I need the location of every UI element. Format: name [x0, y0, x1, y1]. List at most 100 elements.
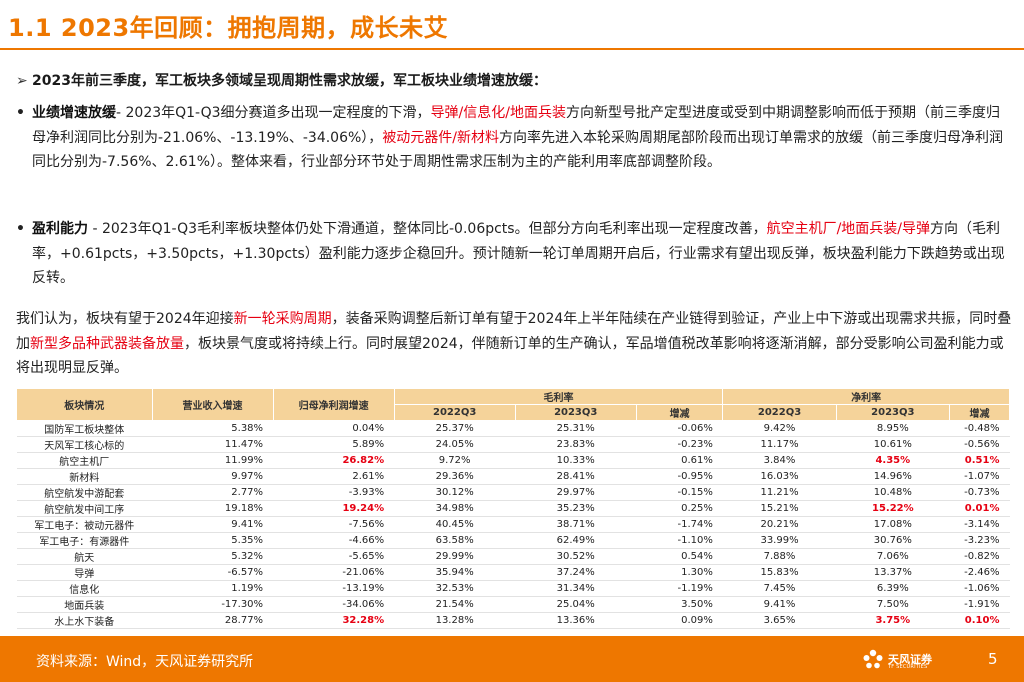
value-cell-g23: 23.83% [515, 436, 637, 453]
sector-name-cell: 新材料 [16, 468, 152, 485]
value-cell-g23: 31.34% [515, 580, 637, 597]
bullet-dot-icon: • [16, 221, 25, 237]
table-subheader-row: 2022Q3 2023Q3 增减 2022Q3 2023Q3 增减 [17, 404, 1011, 421]
value-cell-n23: 15.22% [836, 500, 950, 517]
value-cell-rev: 5.35% [152, 532, 274, 549]
logo-subtitle: TF SECURITIES [888, 664, 928, 670]
value-cell-np: 26.82% [273, 452, 395, 469]
value-cell-g23: 13.36% [515, 612, 637, 629]
value-cell-np: 2.61% [273, 468, 395, 485]
table-row: 水上水下装备 28.77% 32.28% 13.28% 13.36% 0.09% 3.65%… [16, 612, 1010, 629]
value-cell-nd: -2.46% [949, 564, 1010, 581]
value-cell-nd: -3.14% [949, 516, 1010, 533]
table-row: 天风军工核心标的 11.47% 5.89% 24.05% 23.83% -0.23% 11.… [16, 436, 1010, 453]
value-cell-n22: 33.99% [722, 532, 837, 549]
value-cell-g22: 25.37% [394, 420, 516, 437]
highlight-text: 导弹/信息化/地面兵装 [430, 105, 566, 121]
value-cell-gd: -0.23% [636, 436, 723, 453]
value-cell-n23: 7.50% [836, 596, 950, 613]
section-heading-text: 2023年前三季度，军工板块多领域呈现周期性需求放缓，军工板块业绩增速放缓： [32, 73, 547, 89]
sector-name-cell: 水上水下装备 [16, 612, 152, 629]
value-cell-nd: -1.91% [949, 596, 1010, 613]
value-cell-nd: 0.51% [949, 452, 1010, 469]
text-run: - 2023年Q1-Q3毛利率板块整体仍处下滑通道，整体同比-0.06pcts。… [88, 221, 767, 237]
text-run: 方向（毛利率，+0.61pcts，+3.50pcts，+1.30pcts）盈利能… [32, 221, 1005, 286]
value-cell-np: -3.93% [273, 484, 395, 501]
value-cell-g23: 28.41% [515, 468, 637, 485]
sector-name-cell: 军工电子：被动元器件 [16, 516, 152, 533]
value-cell-n22: 9.41% [722, 596, 837, 613]
value-cell-gd: 0.61% [636, 452, 723, 469]
value-cell-n22: 3.65% [722, 612, 837, 629]
header-net-2023q3: 2023Q3 [835, 404, 950, 421]
value-cell-nd: -0.82% [949, 548, 1010, 565]
table-row: 地面兵装 -17.30% -34.06% 21.54% 25.04% 3.50% 9.41%… [16, 596, 1010, 613]
value-cell-rev: 19.18% [152, 500, 274, 517]
value-cell-rev: 28.77% [152, 612, 274, 629]
value-cell-g22: 13.28% [394, 612, 516, 629]
value-cell-nd: -0.48% [949, 420, 1010, 437]
value-cell-n22: 15.21% [722, 500, 837, 517]
table-row: 军工电子：有源器件 5.35% -4.66% 63.58% 62.49% -1.10% 33… [16, 532, 1010, 549]
sector-name-cell: 军工电子：有源器件 [16, 532, 152, 549]
outlook-paragraph: 我们认为，板块有望于2024年迎接新一轮采购周期，装备采购调整后新订单有望于20… [16, 307, 1012, 381]
value-cell-np: -13.19% [273, 580, 395, 597]
value-cell-nd: -0.56% [949, 436, 1010, 453]
header-gross-2023q3: 2023Q3 [514, 404, 637, 421]
text-run: 方向率先进入本轮采购周期尾部阶段而出现订单需求的放缓（前三季度归母净利润同比分别… [32, 129, 1004, 171]
value-cell-g23: 38.71% [515, 516, 637, 533]
value-cell-np: 0.04% [273, 420, 395, 437]
table-row: 军工电子：被动元器件 9.41% -7.56% 40.45% 38.71% -1.74% 2… [16, 516, 1010, 533]
page-title: 1.1 2023年回顾：拥抱周期，成长未艾 [8, 14, 449, 42]
value-cell-gd: -1.74% [636, 516, 723, 533]
value-cell-g22: 29.99% [394, 548, 516, 565]
value-cell-np: -4.66% [273, 532, 395, 549]
value-cell-n23: 3.75% [836, 612, 950, 629]
value-cell-n23: 7.06% [836, 548, 950, 565]
bullet-item-profitability-text: 盈利能力 - 2023年Q1-Q3毛利率板块整体仍处下滑通道，整体同比-0.06… [32, 217, 1012, 291]
value-cell-rev: -17.30% [152, 596, 274, 613]
value-cell-g23: 10.33% [515, 452, 637, 469]
value-cell-gd: -0.95% [636, 468, 723, 485]
sector-name-cell: 信息化 [16, 580, 152, 597]
value-cell-rev: 11.47% [152, 436, 274, 453]
text-run: ，板块景气度或将持续上行。同时展望2024，伴随新订单的生产确认，军品增值税改革… [16, 335, 1004, 377]
value-cell-g22: 34.98% [394, 500, 516, 517]
value-cell-n23: 17.08% [836, 516, 950, 533]
highlight-text: 新一轮采购周期 [233, 311, 332, 327]
sector-name-cell: 航空航发中间工序 [16, 500, 152, 517]
highlight-text: 新型多品种武器装备放量 [30, 335, 184, 352]
logo-name: 天风证券 [888, 653, 932, 666]
value-cell-n22: 7.88% [722, 548, 837, 565]
highlight-text: 被动元器件/新材料 [382, 129, 500, 146]
table-row: 信息化 1.19% -13.19% 32.53% 31.34% -1.19% 7.45% 6.… [16, 580, 1010, 597]
value-cell-g22: 29.36% [394, 468, 516, 485]
value-cell-gd: -1.10% [636, 532, 723, 549]
text-run: 我们认为，板块有望于2024年迎接 [16, 311, 234, 327]
company-logo: 天风证券 TF SECURITIES [862, 647, 942, 673]
sector-name-cell: 航空航发中游配套 [16, 484, 152, 501]
value-cell-np: -34.06% [273, 596, 395, 613]
sector-name-cell: 导弹 [16, 564, 152, 581]
sector-name-cell: 航天 [16, 548, 152, 565]
value-cell-n23: 4.35% [836, 452, 950, 469]
value-cell-gd: -1.19% [636, 580, 723, 597]
value-cell-np: -21.06% [273, 564, 395, 581]
value-cell-rev: 1.19% [152, 580, 274, 597]
value-cell-n23: 13.37% [836, 564, 950, 581]
value-cell-g22: 30.12% [394, 484, 516, 501]
value-cell-g22: 40.45% [394, 516, 516, 533]
value-cell-rev: 9.97% [152, 468, 274, 485]
value-cell-gd: 1.30% [636, 564, 723, 581]
header-sector: 板块情况 [16, 388, 153, 421]
arrow-bullet-icon: ➢ [16, 73, 28, 89]
header-gross-margin: 毛利率 [393, 388, 724, 405]
value-cell-n22: 11.17% [722, 436, 837, 453]
value-cell-gd: 0.25% [636, 500, 723, 517]
value-cell-n22: 3.84% [722, 452, 837, 469]
header-revenue-growth: 营业收入增速 [151, 388, 274, 421]
value-cell-n23: 14.96% [836, 468, 950, 485]
header-net-margin: 净利率 [722, 388, 1010, 405]
value-cell-g23: 29.97% [515, 484, 637, 501]
value-cell-n22: 11.21% [722, 484, 837, 501]
